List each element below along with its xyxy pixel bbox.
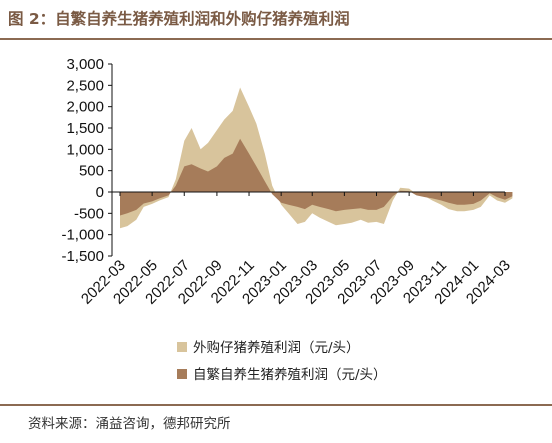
y-tick-label: -1,500: [61, 248, 104, 265]
legend: 外购仔猪养殖利润（元/头） 自繁自养生猪养殖利润（元/头）: [177, 339, 387, 383]
legend-swatch: [177, 369, 187, 379]
figure-title: 图 2：自繁自养生猪养殖利润和外购仔猪养殖利润: [8, 10, 350, 28]
legend-label: 外购仔猪养殖利润（元/头）: [193, 339, 360, 356]
series-area-self-breeding: [120, 138, 513, 216]
source-note: 资料来源：涌益咨询，德邦研究所: [28, 416, 231, 432]
y-axis: 3,000 2,500 2,000 1,500 1,000 500 0 -500 -1,000 -…: [61, 56, 113, 265]
legend-label: 自繁自养生猪养殖利润（元/头）: [193, 366, 387, 383]
y-tick-label: -1,000: [61, 227, 104, 244]
legend-swatch: [177, 342, 187, 352]
y-tick-label: 1,500: [66, 120, 104, 137]
series-area-purchased-piglet: [120, 87, 513, 229]
source-rule: [0, 404, 552, 406]
title-rule: [0, 38, 552, 40]
y-tick-label: 2,000: [66, 99, 104, 116]
y-tick-label: 2,500: [66, 77, 104, 94]
y-tick-label: 500: [79, 163, 104, 180]
chart: 3,000 2,500 2,000 1,500 1,000 500 0 -500 -1,000 -…: [61, 56, 513, 383]
y-tick-label: 0: [96, 184, 104, 201]
plot-area: [120, 87, 513, 229]
y-tick-label: 1,000: [66, 141, 104, 158]
y-tick-label: -500: [74, 205, 104, 222]
y-tick-label: 3,000: [66, 56, 104, 73]
